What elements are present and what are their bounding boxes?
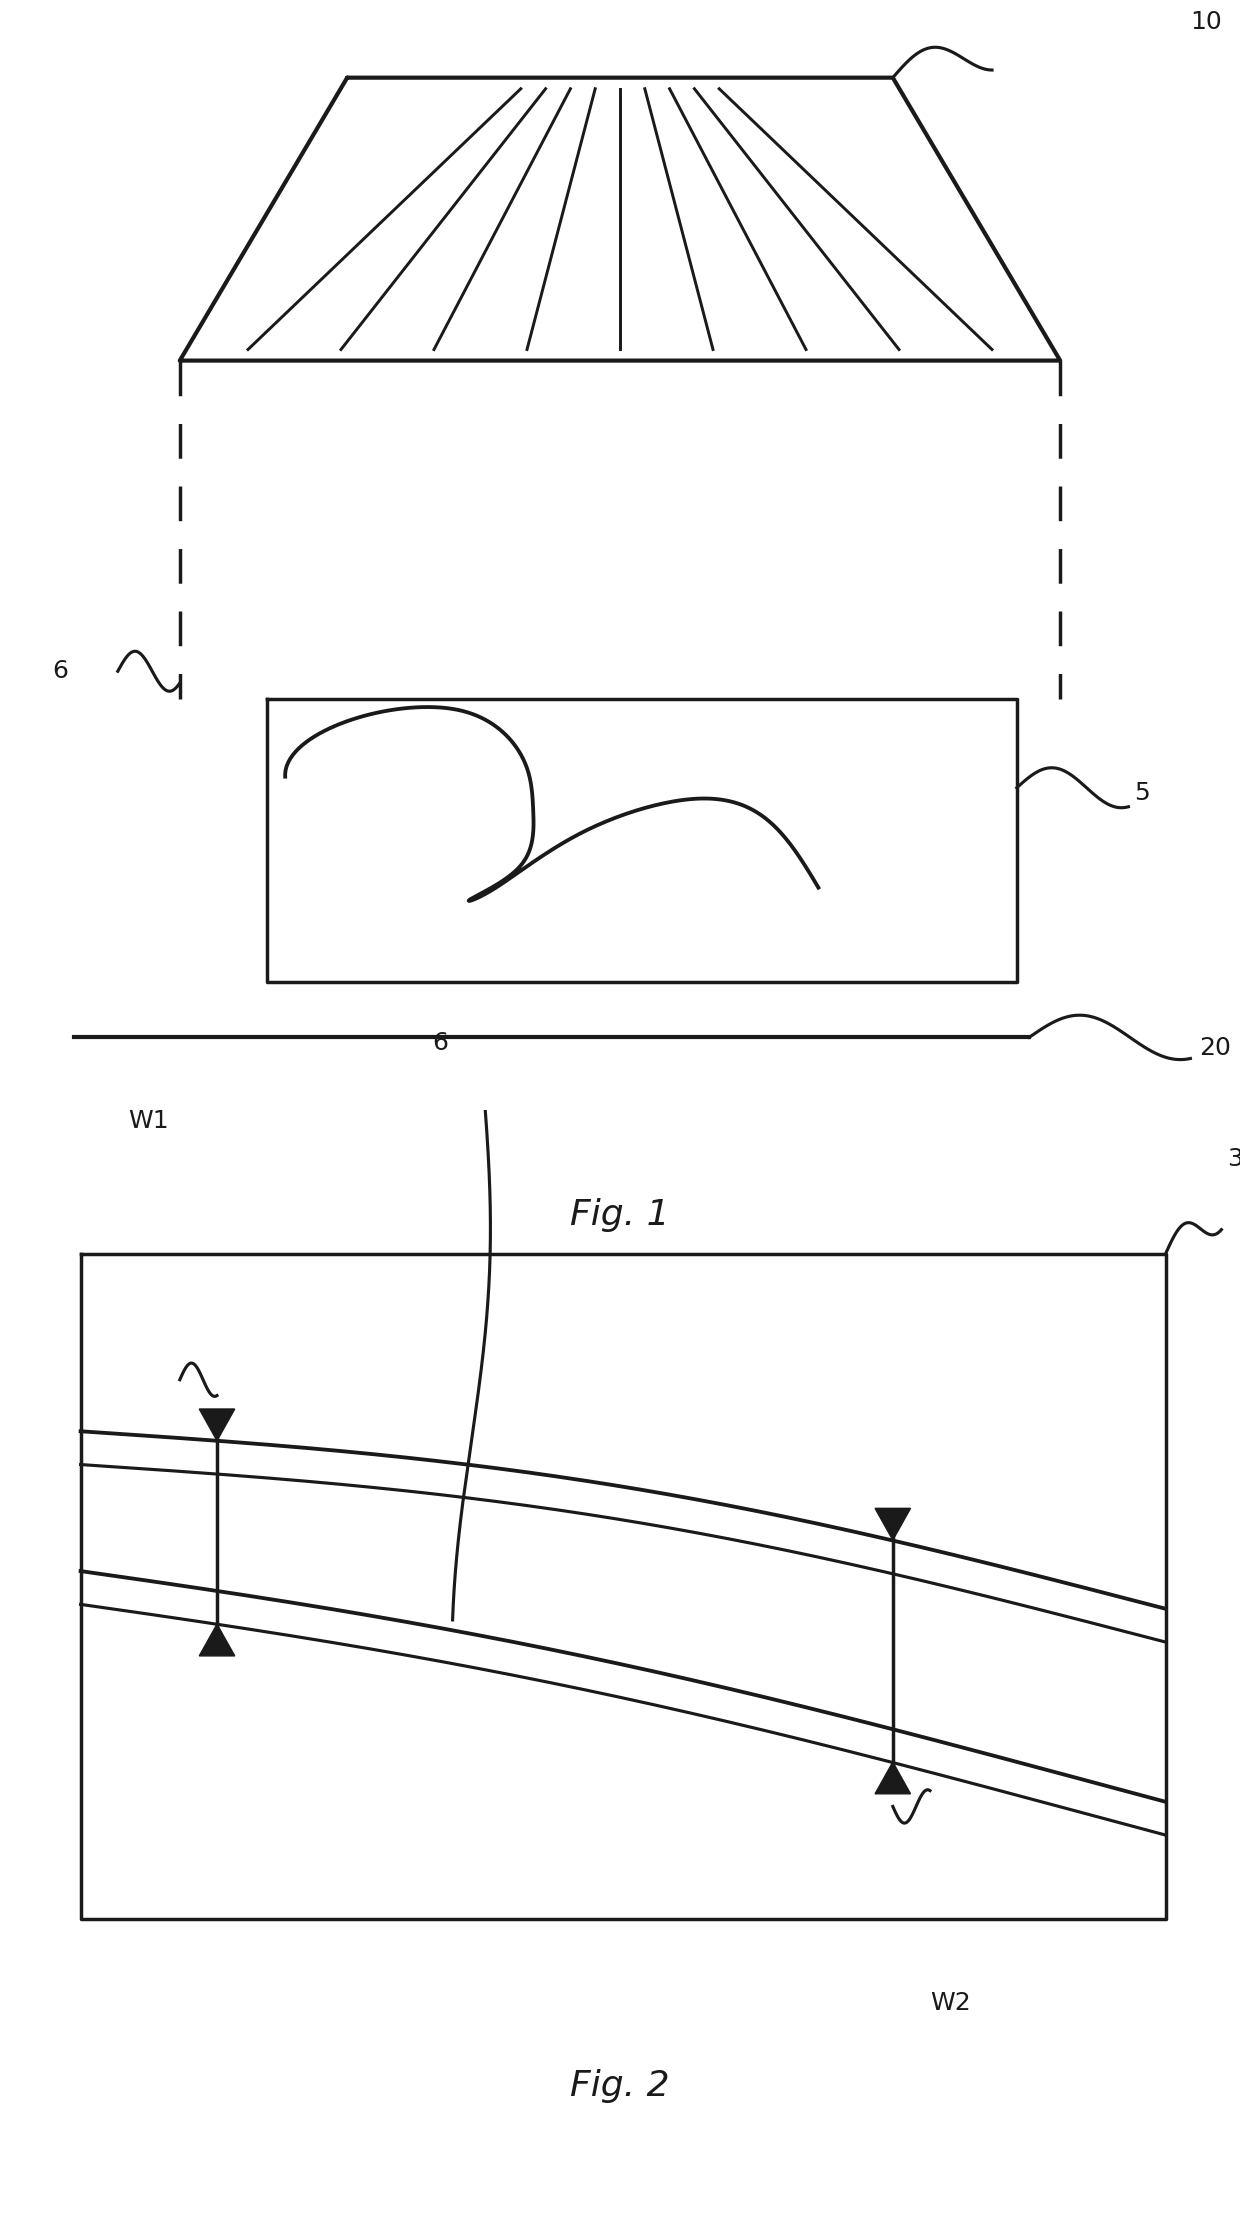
Polygon shape xyxy=(875,1762,910,1793)
Text: 20: 20 xyxy=(1199,1036,1231,1061)
Text: W1: W1 xyxy=(129,1110,169,1132)
Text: 30: 30 xyxy=(1228,1147,1240,1172)
Polygon shape xyxy=(200,1624,234,1655)
Text: 10: 10 xyxy=(1190,11,1223,33)
Text: Fig. 1: Fig. 1 xyxy=(570,1198,670,1232)
Polygon shape xyxy=(875,1509,910,1540)
Text: 6: 6 xyxy=(52,659,68,683)
Text: W2: W2 xyxy=(930,1990,971,2015)
Polygon shape xyxy=(200,1409,234,1440)
Text: 5: 5 xyxy=(1135,781,1151,805)
Text: Fig. 2: Fig. 2 xyxy=(570,2068,670,2104)
Text: 6: 6 xyxy=(433,1032,448,1054)
